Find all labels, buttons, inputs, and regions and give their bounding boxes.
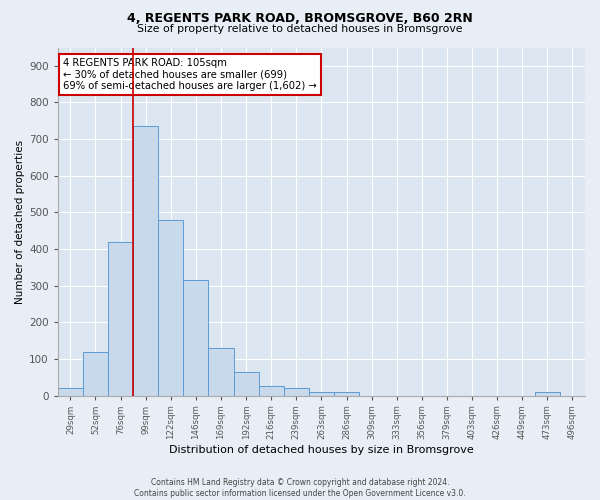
- Bar: [259, 386, 284, 396]
- Text: 4 REGENTS PARK ROAD: 105sqm
← 30% of detached houses are smaller (699)
69% of se: 4 REGENTS PARK ROAD: 105sqm ← 30% of det…: [63, 58, 317, 91]
- Bar: [133, 126, 158, 396]
- Bar: [208, 348, 233, 396]
- Y-axis label: Number of detached properties: Number of detached properties: [15, 140, 25, 304]
- Bar: [108, 242, 133, 396]
- X-axis label: Distribution of detached houses by size in Bromsgrove: Distribution of detached houses by size …: [169, 445, 474, 455]
- Bar: [233, 372, 259, 396]
- Bar: [309, 392, 334, 396]
- Bar: [184, 280, 208, 396]
- Bar: [334, 392, 359, 396]
- Text: Contains HM Land Registry data © Crown copyright and database right 2024.
Contai: Contains HM Land Registry data © Crown c…: [134, 478, 466, 498]
- Bar: [58, 388, 83, 396]
- Bar: [535, 392, 560, 396]
- Bar: [158, 220, 184, 396]
- Text: 4, REGENTS PARK ROAD, BROMSGROVE, B60 2RN: 4, REGENTS PARK ROAD, BROMSGROVE, B60 2R…: [127, 12, 473, 26]
- Text: Size of property relative to detached houses in Bromsgrove: Size of property relative to detached ho…: [137, 24, 463, 34]
- Bar: [284, 388, 309, 396]
- Bar: [83, 352, 108, 396]
